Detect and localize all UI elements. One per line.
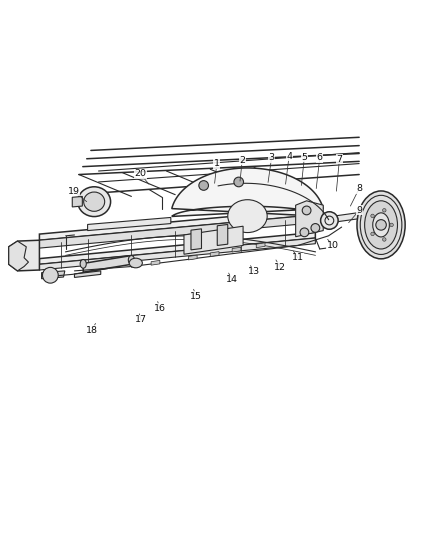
Polygon shape — [9, 241, 28, 271]
Circle shape — [390, 223, 393, 227]
Polygon shape — [151, 260, 160, 265]
Circle shape — [321, 212, 338, 229]
Text: 1: 1 — [214, 159, 220, 168]
Polygon shape — [72, 197, 82, 207]
Ellipse shape — [228, 200, 267, 232]
Polygon shape — [42, 271, 65, 279]
Text: 20: 20 — [134, 169, 146, 178]
Circle shape — [42, 268, 58, 283]
Ellipse shape — [129, 258, 142, 268]
Ellipse shape — [373, 213, 389, 237]
Polygon shape — [256, 243, 265, 248]
Ellipse shape — [128, 255, 134, 264]
Ellipse shape — [364, 201, 398, 249]
Text: 8: 8 — [356, 184, 362, 193]
Polygon shape — [217, 224, 228, 246]
Text: 11: 11 — [292, 253, 304, 262]
Polygon shape — [9, 240, 39, 271]
Text: 14: 14 — [226, 275, 238, 284]
Circle shape — [382, 238, 386, 241]
Polygon shape — [83, 255, 131, 272]
Polygon shape — [324, 211, 368, 223]
Text: 9: 9 — [356, 206, 362, 215]
Polygon shape — [296, 201, 323, 237]
Circle shape — [300, 228, 309, 237]
Circle shape — [382, 208, 386, 212]
Polygon shape — [191, 229, 201, 250]
Text: 5: 5 — [301, 152, 307, 161]
Text: 4: 4 — [286, 151, 292, 160]
Text: 10: 10 — [327, 241, 339, 250]
Polygon shape — [232, 247, 241, 252]
Polygon shape — [39, 215, 315, 248]
Text: 7: 7 — [336, 155, 343, 164]
Polygon shape — [188, 255, 197, 260]
Text: 3: 3 — [268, 154, 275, 163]
Text: 2: 2 — [239, 156, 245, 165]
Circle shape — [234, 177, 244, 187]
Text: 12: 12 — [274, 263, 286, 272]
Text: 15: 15 — [190, 292, 202, 301]
Circle shape — [371, 232, 374, 236]
Polygon shape — [39, 238, 315, 270]
Ellipse shape — [80, 260, 86, 268]
Text: 19: 19 — [67, 187, 80, 196]
Polygon shape — [88, 217, 171, 231]
Polygon shape — [172, 168, 323, 216]
Text: 18: 18 — [86, 326, 98, 335]
Polygon shape — [210, 252, 219, 256]
Circle shape — [199, 181, 208, 190]
Polygon shape — [74, 271, 101, 278]
Text: 6: 6 — [317, 154, 323, 163]
Ellipse shape — [84, 192, 105, 211]
Text: 16: 16 — [154, 304, 166, 313]
Circle shape — [311, 223, 320, 232]
Ellipse shape — [78, 187, 110, 216]
Circle shape — [302, 206, 311, 215]
Circle shape — [371, 214, 374, 217]
Circle shape — [376, 220, 386, 230]
Ellipse shape — [357, 191, 405, 259]
Polygon shape — [131, 263, 140, 268]
Polygon shape — [39, 209, 315, 240]
Text: 13: 13 — [248, 267, 260, 276]
Polygon shape — [39, 232, 315, 264]
Polygon shape — [184, 226, 243, 254]
Text: 17: 17 — [135, 316, 147, 325]
